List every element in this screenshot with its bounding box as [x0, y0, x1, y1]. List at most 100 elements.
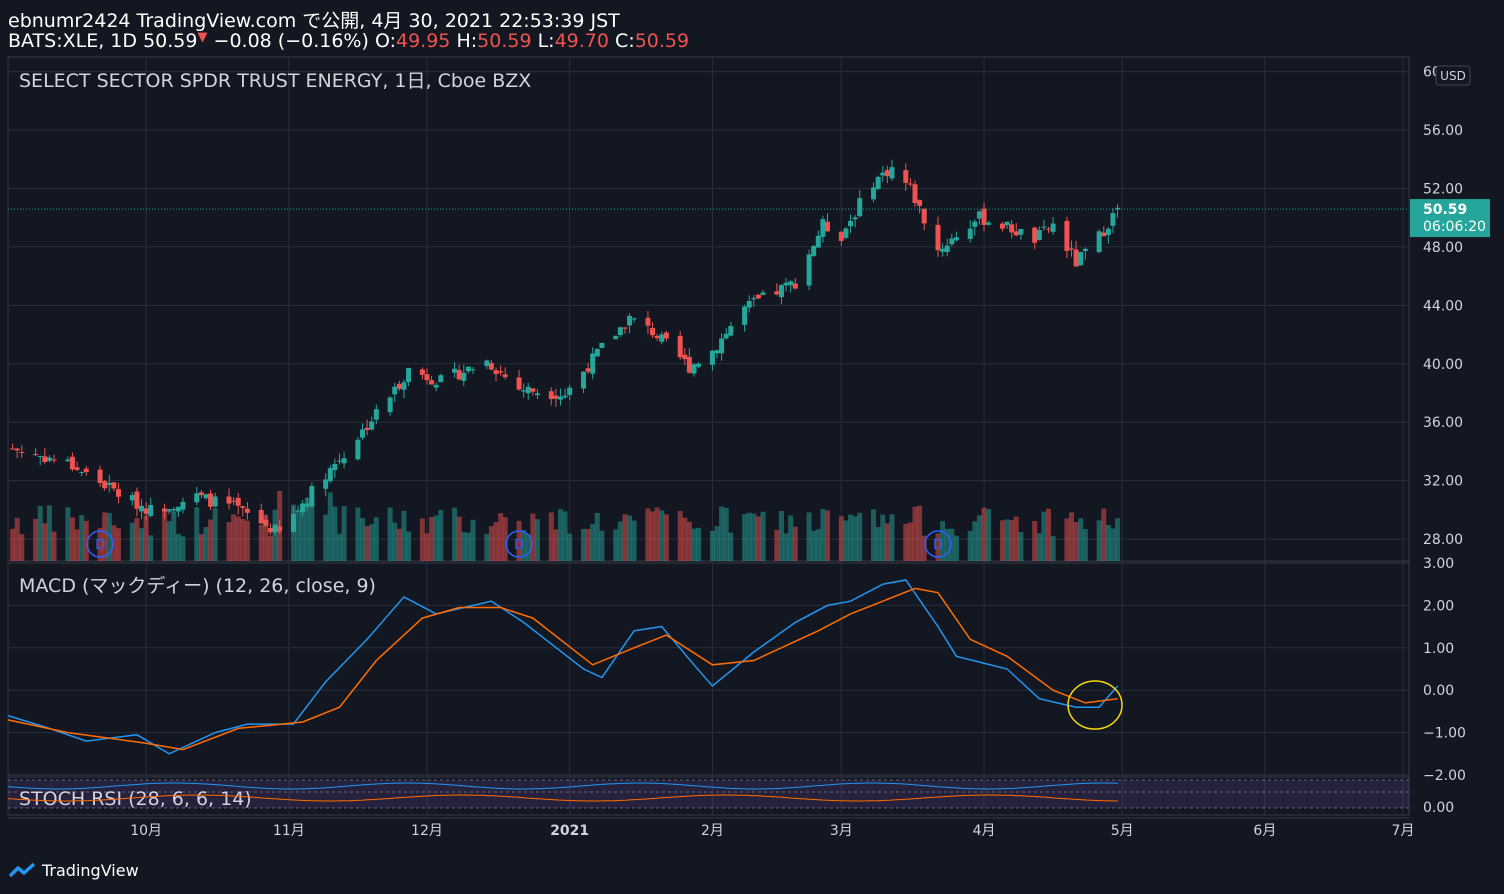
- volume-bar: [967, 530, 973, 561]
- candle-body: [387, 397, 393, 413]
- candle-body: [778, 285, 784, 298]
- x-tick-label: 10月: [130, 823, 162, 839]
- volume-bar: [327, 492, 333, 561]
- volume-bar: [751, 513, 757, 561]
- volume-bar: [981, 507, 987, 561]
- candle-body: [917, 199, 923, 206]
- volume-bar: [498, 513, 504, 561]
- volume-bar: [166, 521, 172, 561]
- candle-body: [1050, 223, 1056, 232]
- macd-tick-label: −2.00: [1423, 768, 1466, 784]
- volume-bar: [1069, 512, 1075, 561]
- price-tick-label: 52.00: [1423, 181, 1463, 197]
- high-label: H:: [456, 30, 478, 52]
- volume-bar: [1073, 522, 1079, 561]
- candle-body: [760, 292, 766, 295]
- candle-body: [360, 429, 366, 438]
- volume-bar: [148, 535, 154, 561]
- volume-bar: [599, 530, 605, 561]
- candle-body: [1041, 226, 1047, 228]
- volume-bar: [429, 516, 435, 561]
- candle-body: [433, 384, 439, 388]
- volume-bar: [419, 518, 425, 561]
- volume-bar: [659, 510, 665, 561]
- candle-body: [631, 318, 637, 320]
- tradingview-logo-icon: [8, 862, 36, 878]
- volume-bar: [875, 527, 881, 561]
- macd-pane: [7, 562, 1410, 776]
- close-label: C:: [615, 30, 635, 52]
- volume-bar: [986, 508, 992, 561]
- volume-bar: [815, 529, 821, 561]
- volume-bar: [912, 506, 918, 561]
- candle-body: [912, 184, 918, 204]
- volume-bar: [548, 512, 554, 561]
- volume-bar: [622, 514, 628, 561]
- candle-body: [663, 332, 669, 339]
- volume-bar: [304, 498, 310, 561]
- candle-body: [645, 317, 651, 326]
- price-tick-label: 36.00: [1423, 415, 1463, 431]
- candle-body: [203, 494, 209, 499]
- candle-body: [46, 457, 52, 461]
- candle-body: [364, 427, 370, 430]
- candle-body: [783, 282, 789, 286]
- volume-bar: [290, 504, 296, 561]
- volume-bar: [852, 516, 858, 561]
- volume-bar: [880, 514, 886, 561]
- candle-body: [613, 335, 619, 340]
- candle-body: [148, 505, 154, 516]
- price-tick-label: 44.00: [1423, 298, 1463, 314]
- candle-body: [1096, 231, 1102, 253]
- candle-body: [309, 486, 315, 507]
- volume-bar: [180, 536, 186, 561]
- candle-body: [42, 456, 48, 463]
- volume-bar: [746, 512, 752, 561]
- candle-body: [548, 391, 554, 400]
- candle-body: [97, 469, 103, 483]
- volume-bar: [102, 512, 108, 561]
- volume-bar: [534, 519, 540, 561]
- candle-body: [258, 510, 264, 524]
- candle-body: [69, 456, 75, 470]
- candle-body: [231, 500, 237, 502]
- candle-body: [369, 421, 375, 430]
- volume-bar: [843, 520, 849, 561]
- volume-bar: [682, 517, 688, 561]
- candle-body: [65, 459, 71, 462]
- candle-body: [1032, 227, 1038, 243]
- volume-bar: [590, 524, 596, 561]
- close-value: 50.59: [634, 30, 690, 52]
- volume-bar: [825, 510, 831, 561]
- candle-body: [686, 356, 692, 373]
- volume-bar: [788, 515, 794, 561]
- volume-bar: [97, 528, 103, 561]
- volume-bar: [728, 532, 734, 561]
- candle-body: [567, 387, 573, 395]
- volume-bar: [613, 529, 619, 561]
- volume-bar: [714, 526, 720, 561]
- candle-body: [139, 505, 145, 512]
- candle-body: [585, 368, 591, 372]
- volume-bar: [470, 519, 476, 561]
- candle-body: [728, 326, 734, 336]
- candle-body: [33, 454, 39, 456]
- volume-bar: [617, 521, 623, 561]
- volume-bar: [406, 531, 412, 561]
- volume-bar: [530, 513, 536, 561]
- volume-bar: [631, 520, 637, 561]
- candle-body: [755, 294, 761, 299]
- candle-body: [884, 170, 890, 177]
- candle-body: [341, 458, 347, 464]
- last-price: 50.59: [143, 30, 198, 52]
- volume-bar: [33, 518, 39, 561]
- volume-bar: [203, 526, 209, 561]
- candle-body: [332, 463, 338, 471]
- price-tick-label: 28.00: [1423, 532, 1463, 548]
- footer-brand[interactable]: TradingView: [8, 860, 139, 880]
- volume-bar: [742, 514, 748, 561]
- volume-bar: [323, 514, 329, 561]
- candle-body: [1101, 232, 1107, 237]
- volume-bar: [1018, 532, 1024, 561]
